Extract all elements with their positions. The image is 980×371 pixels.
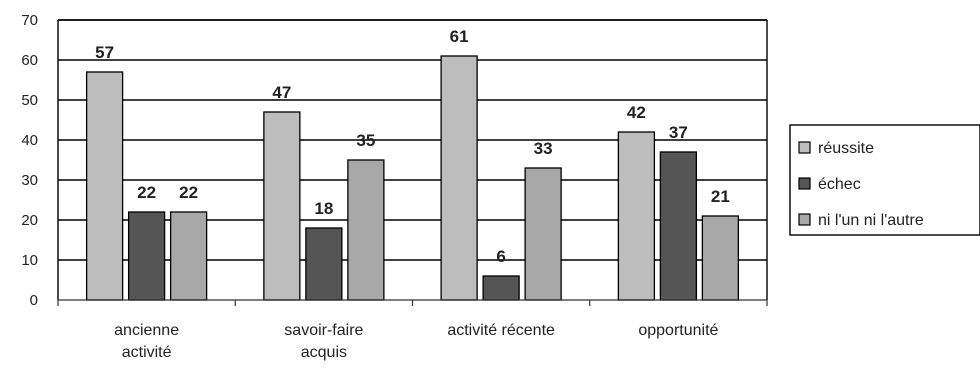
data-label: 33 xyxy=(534,139,553,158)
axes: 0 10 20 30 40 50 60 70 ancienne activité savoir-fa… xyxy=(21,12,768,361)
bar-r-ussite xyxy=(440,55,478,301)
bar-r-ussite xyxy=(85,71,124,301)
y-tick-label: 0 xyxy=(30,292,38,309)
legend-label: échec xyxy=(818,176,861,193)
bar--chec xyxy=(127,211,166,301)
data-label: 57 xyxy=(95,43,114,62)
data-label: 61 xyxy=(450,27,469,46)
bar-ni-l-un-ni-l-autre xyxy=(701,215,740,301)
legend-swatch xyxy=(798,141,811,154)
y-tick-label: 20 xyxy=(21,212,38,229)
legend-label: réussite xyxy=(818,140,874,157)
data-label: 18 xyxy=(314,199,333,218)
data-labels: 57 22 22 47 18 35 61 6 33 42 37 21 xyxy=(95,27,730,266)
y-tick-label: 50 xyxy=(21,92,38,109)
data-label: 35 xyxy=(356,131,375,150)
category-label: acquis xyxy=(301,344,347,361)
y-tick-label: 60 xyxy=(21,52,38,69)
legend-swatch xyxy=(798,213,811,226)
bar-ni-l-un-ni-l-autre xyxy=(169,211,208,301)
legend-label: ni l'un ni l'autre xyxy=(818,212,924,229)
category-label: activité récente xyxy=(447,322,555,339)
bar--chec xyxy=(659,151,698,301)
category-label: ancienne xyxy=(114,322,179,339)
bar-ni-l-un-ni-l-autre xyxy=(347,159,385,301)
bar--chec xyxy=(482,275,520,301)
bar-ni-l-un-ni-l-autre xyxy=(524,167,562,301)
data-label: 22 xyxy=(137,183,156,202)
bar--chec xyxy=(305,227,343,301)
data-label: 37 xyxy=(669,123,688,142)
y-tick-label: 10 xyxy=(21,252,38,269)
category-label: activité xyxy=(122,344,172,361)
legend-box xyxy=(789,124,980,236)
category-label: savoir-faire xyxy=(284,322,363,339)
data-label: 21 xyxy=(711,187,730,206)
bar-r-ussite xyxy=(263,111,301,301)
data-label: 47 xyxy=(272,83,291,102)
data-label: 6 xyxy=(496,247,505,266)
y-tick-label: 40 xyxy=(21,132,38,149)
data-label: 22 xyxy=(179,183,198,202)
legend: réussite échec ni l'un ni l'autre xyxy=(789,124,980,236)
y-tick-label: 70 xyxy=(21,12,38,29)
legend-swatch xyxy=(798,177,811,190)
y-tick-label: 30 xyxy=(21,172,38,189)
bars xyxy=(85,55,740,301)
data-label: 42 xyxy=(627,103,646,122)
bar-r-ussite xyxy=(617,131,656,301)
category-label: opportunité xyxy=(638,322,718,339)
